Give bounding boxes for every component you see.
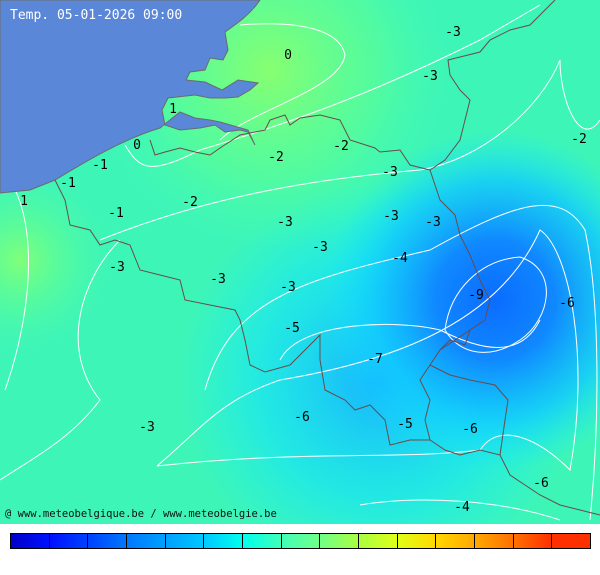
temperature-label: -5: [284, 321, 300, 336]
colorbar-segment: [165, 534, 205, 548]
temperature-label: -2: [182, 195, 198, 210]
temperature-label: 1: [20, 194, 28, 209]
temperature-label: -6: [559, 296, 575, 311]
colorbar-segment: [552, 534, 591, 548]
colorbar-segment: [513, 534, 553, 548]
temperature-label: 0: [284, 48, 292, 63]
temperature-label: -7: [367, 352, 383, 367]
temperature-label: -3: [139, 420, 155, 435]
temperature-label: -3: [280, 280, 296, 295]
temperature-labels: -3 0 -3 1 -2 0 -2 -2 -1 -3 -1 1 -2 -1 -3 -3 -3 -3 -4 -3 -3 -3…: [20, 25, 587, 515]
temperature-label: -1: [108, 206, 124, 221]
colorbar-segment: [127, 534, 166, 548]
colorbar-segment: [281, 534, 321, 548]
temperature-label: -2: [268, 150, 284, 165]
colorbar-segment: [204, 534, 244, 548]
colorbar-segment: [436, 534, 476, 548]
temperature-label: -3: [109, 260, 125, 275]
isolines: [0, 4, 600, 521]
borders: [54, 0, 600, 516]
temperature-label: -3: [445, 25, 461, 40]
colorbar-segment: [359, 534, 398, 548]
colorbar-segment: [88, 534, 128, 548]
colorbar-segment: [243, 534, 282, 548]
colorbar-segment: [320, 534, 360, 548]
temperature-label: -3: [422, 69, 438, 84]
sea: [0, 0, 261, 194]
temperature-label: -2: [571, 132, 587, 147]
temperature-label: -2: [333, 139, 349, 154]
temperature-label: -3: [382, 165, 398, 180]
temperature-map: -3 0 -3 1 -2 0 -2 -2 -1 -3 -1 1 -2 -1 -3 -3 -3 -3 -4 -3 -3 -3…: [0, 0, 600, 524]
temperature-label: -6: [533, 476, 549, 491]
temperature-label: -1: [92, 158, 108, 173]
temperature-label: -4: [392, 251, 408, 266]
temperature-label: -3: [277, 215, 293, 230]
temperature-label: -6: [294, 410, 310, 425]
credit-text: @ www.meteobelgique.be / www.meteobelgie…: [5, 508, 277, 520]
colorbar-segment: [475, 534, 514, 548]
colorbar-segment: [11, 534, 50, 548]
temperature-label: -3: [425, 215, 441, 230]
temperature-label: -1: [60, 176, 76, 191]
temperature-label: -5: [397, 417, 413, 432]
temperature-label: -3: [210, 272, 226, 287]
map-title: Temp. 05-01-2026 09:00: [10, 8, 183, 23]
colorbar-segment: [49, 534, 89, 548]
temperature-label: -9: [468, 288, 484, 303]
temperature-label: -6: [462, 422, 478, 437]
colorbar-segment: [397, 534, 437, 548]
temperature-label: -3: [312, 240, 328, 255]
temperature-label: -3: [383, 209, 399, 224]
temperature-label: 1: [169, 102, 177, 117]
temperature-label: 0: [133, 138, 141, 153]
temperature-label: -4: [454, 500, 470, 515]
temperature-colorbar: [10, 533, 591, 549]
